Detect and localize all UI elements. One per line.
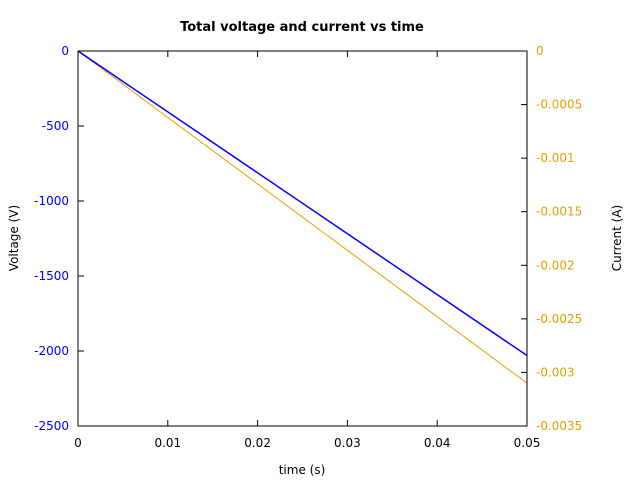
- y-tick-label: -1500: [34, 269, 69, 283]
- y-tick-label: 0: [61, 44, 69, 58]
- y-tick-label: -500: [42, 119, 69, 133]
- y-tick-label: -1000: [34, 194, 69, 208]
- y2-tick-label: -0.0015: [536, 205, 582, 219]
- voltage-series-line: [77, 50, 528, 357]
- x-tick-label: 0.05: [514, 436, 541, 450]
- y2-axis-label: Current (A): [610, 205, 624, 271]
- x-tick-label: 0.02: [244, 436, 271, 450]
- ticks-layer: 0 0.01 0.02 0.03 0.04 0.05 0 -500 -1000 -1500 -200…: [34, 44, 582, 450]
- x-tick-label: 0.03: [334, 436, 361, 450]
- y2-tick-label: -0.002: [536, 258, 575, 272]
- y2-tick-label: -0.0025: [536, 312, 582, 326]
- y2-tick-label: -0.001: [536, 151, 575, 165]
- x-tick-label: 0.01: [154, 436, 181, 450]
- current-series-line: [77, 50, 528, 384]
- plot-frame: [77, 50, 528, 427]
- y-axis-label: Voltage (V): [7, 205, 21, 271]
- y2-tick-label: 0: [536, 44, 544, 58]
- y2-tick-label: -0.0035: [536, 419, 582, 433]
- y2-tick-label: -0.0005: [536, 98, 582, 112]
- x-tick-label: 0.04: [424, 436, 451, 450]
- x-axis-label: time (s): [279, 463, 326, 477]
- y-tick-label: -2500: [34, 419, 69, 433]
- x-tick-label: 0: [74, 436, 82, 450]
- series-layer: [77, 50, 528, 384]
- chart-title: Total voltage and current vs time: [180, 20, 424, 35]
- y2-tick-label: -0.003: [536, 365, 575, 379]
- y-tick-label: -2000: [34, 344, 69, 358]
